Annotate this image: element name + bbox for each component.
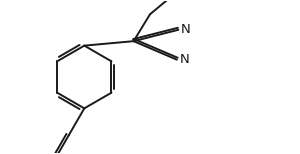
Text: N: N [179, 53, 189, 66]
Text: N: N [181, 23, 190, 36]
